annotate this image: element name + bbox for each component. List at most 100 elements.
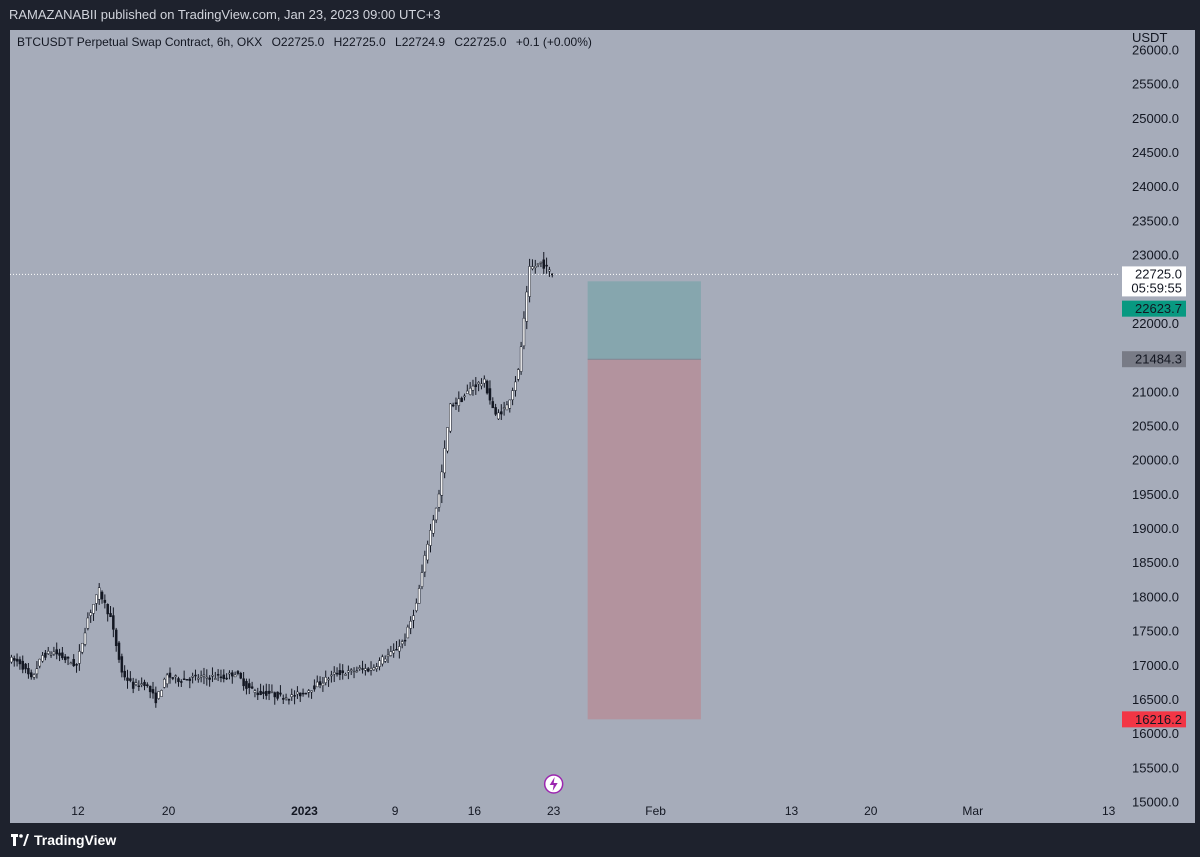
stop-price-badge-bg	[1122, 711, 1186, 728]
candle-body	[471, 385, 475, 391]
stop-price-badge: 16216.2	[1135, 712, 1182, 727]
candle-body	[165, 674, 169, 685]
candle-body	[355, 670, 359, 673]
candle-body	[304, 692, 308, 695]
candle-body	[375, 666, 378, 669]
candle-body	[494, 407, 497, 415]
price-tick-label: 18500.0	[1132, 555, 1179, 570]
candle-body	[27, 668, 30, 675]
candle-body	[301, 692, 305, 695]
candle-body	[548, 269, 551, 272]
candle-body	[63, 656, 67, 661]
candle-body	[242, 678, 245, 687]
candle-body	[55, 649, 58, 655]
candle-body	[154, 692, 158, 704]
candle-body	[253, 690, 257, 693]
candle-body	[417, 588, 421, 604]
candle-body	[41, 655, 44, 662]
candle-body	[78, 651, 81, 664]
candle-body	[163, 679, 166, 688]
price-tick-label: 25000.0	[1132, 111, 1179, 126]
ohlc-close: C22725.0	[454, 35, 507, 49]
candle-body	[103, 599, 107, 603]
candle-body	[364, 668, 367, 671]
candle-body	[534, 265, 537, 268]
candle-body	[327, 678, 330, 681]
candle-body	[519, 346, 523, 372]
candle-body	[126, 677, 129, 681]
loss-zone[interactable]	[587, 359, 701, 720]
candle-body	[545, 264, 548, 267]
candle-body	[273, 692, 277, 698]
symbol-legend: BTCUSDT Perpetual Swap Contract, 6h, OKX…	[17, 35, 598, 49]
candle-body	[517, 369, 520, 380]
candle-body	[112, 615, 115, 630]
candle-body	[106, 604, 109, 615]
price-axis[interactable]	[1120, 30, 1195, 823]
candle-body	[330, 674, 333, 677]
candle-body	[131, 681, 135, 689]
candle-body	[539, 261, 543, 264]
ohlc-low: L22724.9	[395, 35, 446, 49]
candle-body	[406, 626, 410, 639]
candle-body	[109, 613, 112, 618]
candle-body	[440, 471, 444, 496]
publish-text: RAMAZANABII published on TradingView.com…	[9, 7, 441, 22]
candle-body	[282, 698, 285, 700]
candle-body	[248, 683, 251, 688]
publish-header: RAMAZANABII published on TradingView.com…	[0, 0, 1200, 30]
candle-body	[349, 669, 353, 672]
price-tick-label: 18000.0	[1132, 589, 1179, 604]
candle-body	[321, 682, 325, 686]
price-tick-label: 23500.0	[1132, 213, 1179, 228]
candle-body	[426, 544, 429, 561]
candle-body	[392, 650, 395, 654]
candle-body	[151, 689, 155, 694]
candle-body	[528, 266, 531, 297]
candle-body	[250, 686, 254, 689]
candle-body	[491, 401, 495, 409]
candle-body	[191, 676, 194, 678]
time-tick-label: 20	[162, 804, 176, 818]
candle-body	[270, 691, 274, 693]
candle-body	[160, 690, 163, 697]
candle-body	[134, 682, 138, 685]
candle-body	[293, 695, 296, 697]
candle-body	[52, 651, 56, 655]
candle-body	[228, 672, 231, 675]
price-tick-label: 21000.0	[1132, 384, 1179, 399]
candle-body	[488, 388, 492, 401]
candle-body	[15, 658, 19, 662]
candle-body	[409, 620, 412, 629]
tradingview-logo[interactable]: TradingView	[11, 832, 116, 848]
candle-body	[310, 690, 313, 693]
time-tick-label: Mar	[962, 804, 983, 818]
candle-body	[483, 378, 486, 384]
candle-body	[454, 402, 458, 405]
price-tick-label: 20000.0	[1132, 453, 1179, 468]
candle-body	[10, 656, 13, 663]
candle-body	[72, 659, 75, 667]
candle-body	[180, 681, 183, 683]
candle-body	[168, 672, 172, 678]
candle-body	[332, 672, 336, 675]
profit-zone[interactable]	[587, 281, 701, 360]
candle-body	[97, 587, 101, 600]
candle-body	[114, 629, 118, 647]
candle-body	[123, 670, 126, 678]
candle-body	[480, 383, 483, 387]
candle-body	[61, 652, 64, 659]
candle-body	[197, 677, 200, 680]
price-tick-label: 16500.0	[1132, 692, 1179, 707]
entry-price-badge-bg	[1122, 300, 1186, 317]
candle-body	[502, 407, 506, 409]
price-tick-label: 23000.0	[1132, 248, 1179, 263]
candle-body	[443, 448, 446, 474]
candle-body	[38, 658, 41, 667]
candle-body	[32, 674, 36, 678]
candle-body	[199, 675, 203, 678]
chart-pane[interactable]	[10, 30, 1120, 823]
candle-body	[265, 690, 268, 696]
candle-body	[449, 403, 452, 432]
